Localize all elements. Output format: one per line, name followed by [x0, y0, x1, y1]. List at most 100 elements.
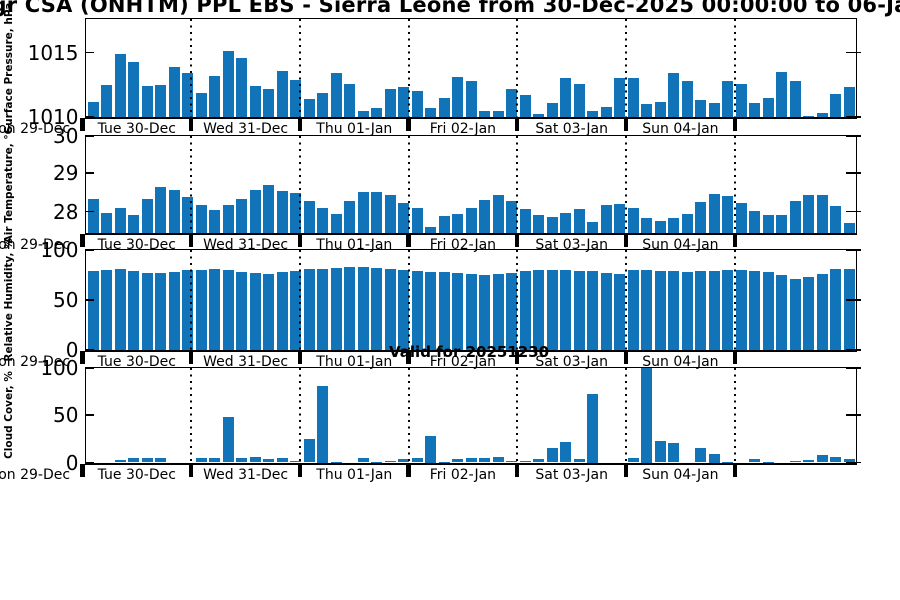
day-tick — [297, 118, 303, 131]
y-tick-label: 28 — [53, 199, 79, 224]
x-tick-label: Tue 30-Dec — [97, 121, 176, 137]
bar — [708, 194, 720, 233]
bar — [357, 110, 369, 117]
bar — [708, 102, 720, 117]
bar — [506, 460, 518, 463]
day-tick — [80, 463, 85, 477]
bar — [290, 460, 302, 463]
bar — [735, 270, 747, 350]
plot-frame-4 — [85, 367, 857, 465]
day-tick — [406, 351, 411, 364]
bar — [168, 271, 180, 350]
bar — [114, 53, 126, 117]
bar — [627, 78, 639, 117]
x-tick-label: Fri 02-Jan — [429, 466, 497, 483]
bar — [236, 457, 248, 463]
bar — [816, 274, 828, 350]
bar — [276, 191, 288, 233]
bar — [128, 270, 140, 350]
bar — [614, 78, 626, 117]
bar — [425, 108, 437, 117]
midnight-gridline — [407, 250, 410, 350]
bar — [762, 461, 774, 463]
midnight-gridline — [190, 19, 193, 117]
midnight-gridline — [625, 19, 627, 117]
midnight-gridline — [407, 19, 410, 117]
bar — [492, 273, 504, 350]
bar — [749, 270, 761, 350]
bar — [398, 270, 410, 350]
axis-label-3: Relative Humidity, % — [3, 238, 15, 362]
y-tick-mark-left — [85, 461, 94, 464]
bar — [236, 271, 248, 350]
day-tick — [515, 351, 520, 364]
bar — [249, 86, 261, 117]
bar — [398, 458, 410, 463]
y-tick-mark-left — [85, 210, 94, 213]
bar — [411, 271, 423, 350]
bar — [533, 214, 545, 233]
y-tick-mark-right — [846, 349, 861, 351]
bar — [411, 458, 423, 463]
bar — [830, 269, 842, 350]
bar — [546, 448, 558, 463]
y-tick-mark-left — [85, 172, 94, 174]
bar — [722, 270, 734, 350]
bar — [776, 274, 788, 350]
bar — [384, 195, 396, 233]
day-tick — [189, 118, 194, 131]
bar — [479, 199, 491, 233]
bar — [600, 273, 612, 350]
x-tick-label: Wed 31-Dec — [203, 466, 289, 483]
bar — [641, 368, 653, 463]
y-tick-mark-right — [846, 116, 861, 118]
y-tick-mark-left — [85, 299, 94, 301]
axis-label-2: Air Temperature, °C — [3, 126, 15, 243]
midnight-gridline — [516, 136, 519, 233]
bar — [776, 71, 788, 117]
y-tick-mark-right — [846, 414, 861, 416]
bar — [695, 202, 707, 233]
midnight-gridline — [190, 136, 193, 233]
bar — [668, 217, 680, 233]
bar — [843, 223, 855, 233]
x-tick-label: Sat 03-Jan — [535, 237, 608, 253]
bar — [627, 458, 639, 463]
bar — [330, 461, 342, 463]
bar — [303, 438, 315, 463]
bar — [573, 208, 585, 233]
bar — [695, 271, 707, 350]
day-tick — [732, 118, 737, 131]
bar — [749, 458, 761, 463]
midnight-gridline — [298, 368, 301, 463]
bar — [114, 208, 126, 233]
y-tick-label: 100 — [40, 356, 79, 380]
bar — [425, 272, 437, 350]
bar — [249, 273, 261, 350]
day-tick — [732, 234, 737, 247]
bar — [209, 269, 221, 350]
bar — [317, 386, 329, 463]
x-tick-label: Mon 29-Dec — [0, 237, 71, 253]
bar — [357, 192, 369, 233]
bar — [222, 205, 234, 233]
bar — [249, 189, 261, 233]
bar — [492, 195, 504, 233]
bar — [762, 271, 774, 350]
bar — [465, 207, 477, 233]
bar — [195, 269, 207, 350]
bar — [398, 203, 410, 233]
bar — [371, 461, 383, 463]
bar — [330, 268, 342, 350]
bar — [722, 195, 734, 233]
midnight-gridline — [298, 19, 301, 117]
bar — [236, 198, 248, 233]
bar — [276, 272, 288, 350]
bar — [762, 214, 774, 233]
bar — [573, 83, 585, 117]
midnight-gridline — [407, 368, 410, 463]
bar — [627, 208, 639, 233]
bar — [722, 80, 734, 117]
day-tick — [80, 351, 85, 364]
